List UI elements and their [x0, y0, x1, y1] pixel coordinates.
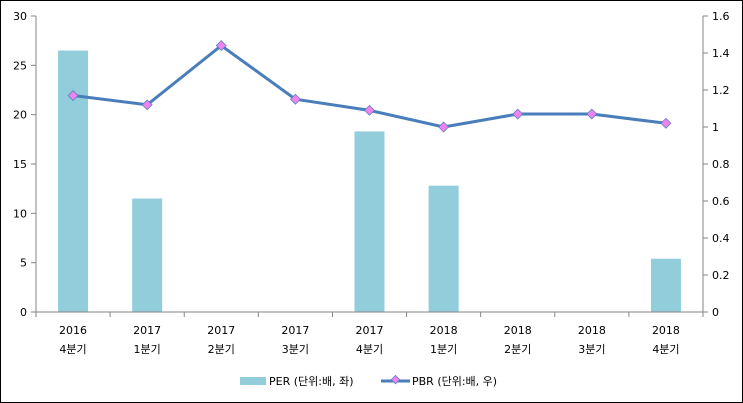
left-tick-label: 20	[13, 109, 27, 122]
per-bar	[132, 198, 163, 312]
right-tick-label: 1.6	[712, 10, 730, 23]
right-tick-label: 0.2	[712, 269, 730, 282]
x-tick-label-quarter: 4분기	[652, 343, 679, 356]
per-bar	[58, 50, 89, 313]
left-tick-label: 5	[20, 257, 27, 270]
pbr-point	[512, 108, 524, 120]
x-tick-label-year: 2017	[356, 324, 384, 337]
x-tick-label-year: 2017	[207, 324, 235, 337]
right-tick-label: 1	[712, 121, 719, 134]
left-tick-label: 10	[13, 207, 27, 220]
per-bar	[428, 185, 459, 312]
pbr-point	[438, 121, 450, 133]
per-bar	[650, 258, 681, 312]
x-tick-label-year: 2018	[578, 324, 606, 337]
pbr-point	[660, 117, 672, 129]
x-tick-label-year: 2018	[504, 324, 532, 337]
legend-marker-pbr	[390, 374, 401, 385]
right-tick-label: 0	[712, 306, 719, 319]
right-tick-label: 0.6	[712, 195, 730, 208]
x-tick-label-quarter: 4분기	[59, 343, 86, 356]
x-tick-label-year: 2018	[652, 324, 680, 337]
right-tick-label: 1.4	[712, 47, 730, 60]
pbr-point	[289, 93, 301, 105]
legend: PER (단위:배, 좌) PBR (단위:배, 우)	[240, 374, 497, 388]
x-tick-label-quarter: 2분기	[208, 343, 235, 356]
per-bar	[354, 131, 385, 312]
x-tick-label-quarter: 4분기	[356, 343, 383, 356]
right-tick-label: 1.2	[712, 84, 730, 97]
pbr-point	[215, 40, 227, 52]
x-tick-label-quarter: 1분기	[134, 343, 161, 356]
pbr-point	[67, 90, 79, 101]
legend-label-per: PER (단위:배, 좌)	[269, 375, 354, 388]
x-tick-label-year: 2018	[430, 324, 458, 337]
x-tick-label-year: 2017	[281, 324, 309, 337]
right-tick-label: 0.4	[712, 232, 730, 245]
left-tick-label: 25	[13, 59, 27, 72]
right-tick-label: 0.8	[712, 158, 730, 171]
left-tick-label: 15	[13, 158, 27, 171]
x-tick-label-quarter: 1분기	[430, 343, 457, 356]
x-tick-label-quarter: 3분기	[282, 343, 309, 356]
x-tick-label-year: 2016	[59, 324, 87, 337]
legend-label-pbr: PBR (단위:배, 우)	[412, 375, 497, 388]
x-tick-label-quarter: 2분기	[504, 343, 531, 356]
pbr-point	[141, 99, 153, 111]
pbr-point	[586, 108, 598, 120]
x-tick-label-year: 2017	[133, 324, 161, 337]
pbr-point	[364, 104, 375, 116]
legend-swatch-per	[240, 377, 266, 385]
x-tick-label-quarter: 3분기	[578, 343, 605, 356]
left-tick-label: 30	[13, 10, 27, 23]
left-tick-label: 0	[20, 306, 27, 319]
